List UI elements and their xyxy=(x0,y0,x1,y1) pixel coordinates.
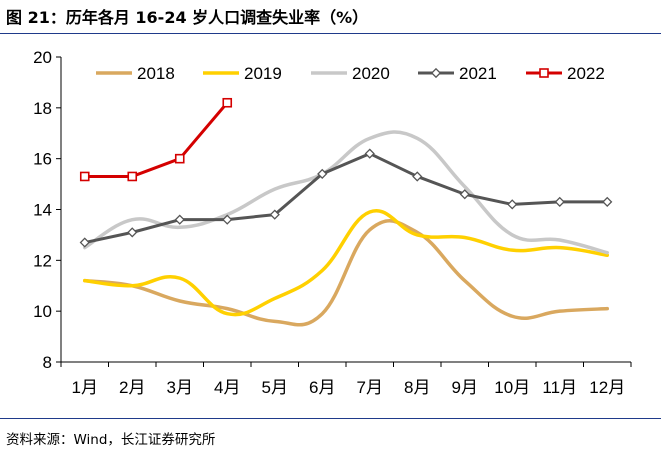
x-tick-label: 11月 xyxy=(542,378,577,397)
legend-item-2022: 2022 xyxy=(526,64,605,83)
data-point-2021 xyxy=(79,237,90,248)
x-tick-label: 2月 xyxy=(119,378,145,397)
x-tick-label: 1月 xyxy=(72,378,98,397)
data-point-2022 xyxy=(222,97,233,108)
chart-series xyxy=(79,97,613,327)
series-2018 xyxy=(83,219,609,327)
legend-label-2022: 2022 xyxy=(567,64,605,83)
legend-item-2019: 2019 xyxy=(203,64,282,83)
chart-legend: 2018 2019 2020 2021 2022 xyxy=(96,64,605,83)
y-tick-label: 18 xyxy=(33,99,52,118)
x-tick-label: 3月 xyxy=(167,378,193,397)
data-point-2022 xyxy=(127,171,138,182)
series-line-2021 xyxy=(83,152,609,245)
series-line-2018 xyxy=(83,219,609,327)
series-2019 xyxy=(83,209,609,317)
legend-item-2021: 2021 xyxy=(418,64,497,83)
data-point-2022 xyxy=(174,153,185,164)
chart-axes: 8 10 12 14 16 18 20 1月 2月 3月 4月 5月 6月 7月 8月 9月 10月 11月 12月 xyxy=(33,48,632,397)
x-tick-label: 5月 xyxy=(262,378,288,397)
data-point-2021 xyxy=(174,214,185,225)
series-line-2022 xyxy=(83,101,229,178)
legend-label-2018: 2018 xyxy=(137,64,175,83)
x-tick-label: 12月 xyxy=(589,378,625,397)
y-tick-label: 12 xyxy=(33,251,52,270)
data-point-2021 xyxy=(317,168,328,180)
data-point-2021 xyxy=(459,189,470,200)
data-point-2022 xyxy=(79,171,90,182)
y-tick-label: 8 xyxy=(43,353,52,372)
data-point-2021 xyxy=(412,171,423,182)
legend-label-2019: 2019 xyxy=(244,64,282,83)
x-tick-label: 9月 xyxy=(452,378,478,397)
x-tick-label: 6月 xyxy=(309,378,335,397)
series-line-2019 xyxy=(83,209,609,317)
y-tick-label: 14 xyxy=(33,201,52,220)
data-point-2021 xyxy=(364,148,375,159)
data-point-2021 xyxy=(602,196,613,207)
footer-divider xyxy=(0,418,661,419)
legend-marker-2021 xyxy=(430,67,442,79)
y-tick-label: 10 xyxy=(33,302,52,321)
data-point-2021 xyxy=(507,199,518,210)
data-point-2021 xyxy=(222,214,233,225)
data-point-2021 xyxy=(554,196,565,207)
x-tick-label: 10月 xyxy=(494,378,530,397)
series-line-2020 xyxy=(83,130,609,255)
legend-marker-2022 xyxy=(539,68,549,78)
x-tick-label: 4月 xyxy=(214,378,240,397)
chart-title: 图 21：历年各月 16-24 岁人口调查失业率（%） xyxy=(6,8,369,27)
data-point-2021 xyxy=(269,209,280,220)
source-note: 资料来源：Wind，长江证券研究所 xyxy=(6,432,216,448)
data-point-2021 xyxy=(127,227,138,238)
y-tick-label: 20 xyxy=(33,48,52,67)
legend-item-2020: 2020 xyxy=(311,64,390,83)
x-tick-label: 7月 xyxy=(357,378,383,397)
x-tick-label: 8月 xyxy=(404,378,430,397)
series-2022 xyxy=(79,97,233,182)
legend-label-2021: 2021 xyxy=(459,64,497,83)
legend-label-2020: 2020 xyxy=(352,64,390,83)
series-2020 xyxy=(83,130,609,255)
series-2021 xyxy=(79,148,613,248)
legend-item-2018: 2018 xyxy=(96,64,175,83)
y-tick-label: 16 xyxy=(33,150,52,169)
title-divider xyxy=(0,33,661,34)
